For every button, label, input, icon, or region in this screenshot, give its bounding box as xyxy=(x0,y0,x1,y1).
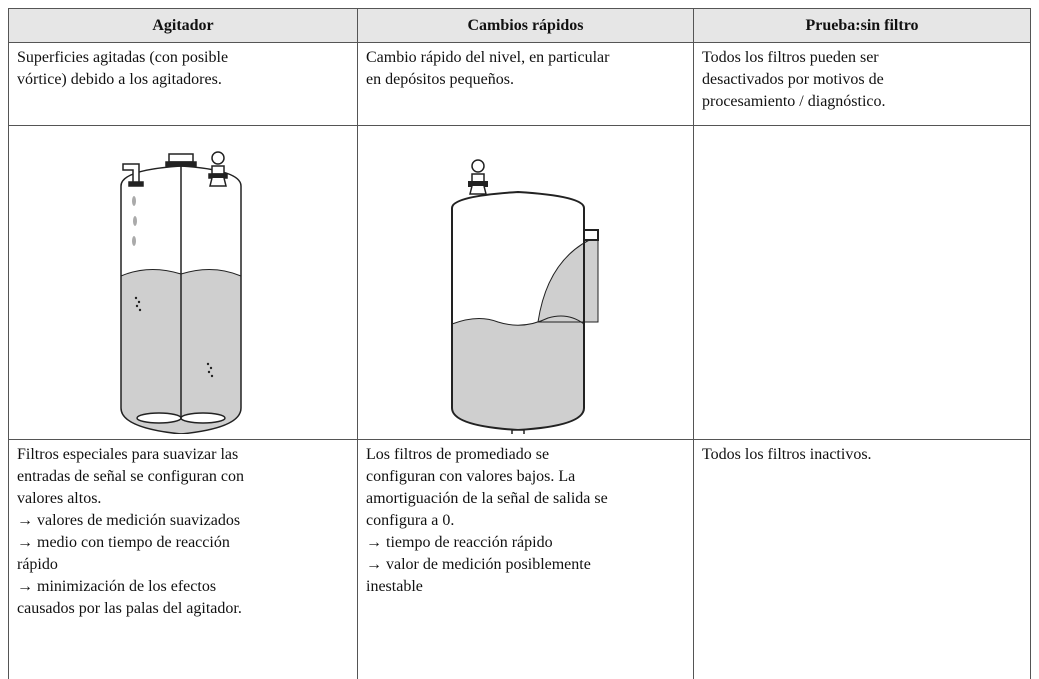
cell: Filtros especiales para suavizar las entr… xyxy=(8,439,358,679)
table: Agitador Cambios rápidos Prueba:sin filt… xyxy=(8,8,1031,679)
description-row: Superficies agitadas (con posible vórtice… xyxy=(8,42,1031,126)
result-row: Filtros especiales para suavizar las entr… xyxy=(8,439,1031,679)
text-line: → medio con tiempo de reacción xyxy=(17,534,230,551)
text-line: configura a 0. xyxy=(366,512,455,529)
text-line: vórtice) debido a los agitadores. xyxy=(17,71,222,88)
text-line: desactivados por motivos de xyxy=(702,71,884,88)
cell xyxy=(8,125,358,445)
text-line: Superficies agitadas (con posible xyxy=(17,49,229,66)
header-row: Agitador Cambios rápidos Prueba:sin filt… xyxy=(8,8,1031,43)
cell: Todos los filtros pueden ser desactivados… xyxy=(693,42,1031,126)
text-line: → valores de medición suavizados xyxy=(17,512,241,529)
text-line: Cambio rápido del nivel, en particular xyxy=(366,49,610,66)
text-line: Los filtros de promediado se xyxy=(366,446,550,463)
text-line: Todos los filtros pueden ser xyxy=(702,49,879,66)
fast-change-tank xyxy=(451,159,599,441)
text-line: inestable xyxy=(366,578,423,595)
cell: Superficies agitadas (con posible vórtice… xyxy=(8,42,358,126)
cell: Cambio rápido del nivel, en particular en… xyxy=(357,42,694,126)
text-line: → valor de medición posiblemente xyxy=(366,556,591,573)
agitator-tank xyxy=(120,151,242,445)
text-line: → tiempo de reacción rápido xyxy=(366,534,553,551)
text-line: Todos los filtros inactivos. xyxy=(702,446,872,463)
text-line: causados por las palas del agitador. xyxy=(17,600,242,617)
cell xyxy=(693,125,1031,440)
text-line: Filtros especiales para suavizar las xyxy=(17,446,239,463)
text-line: valores altos. xyxy=(17,490,102,507)
text-line: amortiguación de la señal de salida se xyxy=(366,490,608,507)
text-line: → minimización de los efectos xyxy=(17,578,217,595)
header-cell: Agitador xyxy=(8,8,358,43)
text-line: procesamiento / diagnóstico. xyxy=(702,93,886,110)
text-line: configuran con valores bajos. La xyxy=(366,468,576,485)
text-line: entradas de señal se configuran con xyxy=(17,468,245,485)
cell: Los filtros de promediado se configuran c… xyxy=(357,439,694,679)
text-line: rápido xyxy=(17,556,58,573)
header-cell: Prueba:sin filtro xyxy=(693,8,1031,43)
cell xyxy=(357,125,694,441)
cell: Todos los filtros inactivos. xyxy=(693,439,1031,679)
header-cell: Cambios rápidos xyxy=(357,8,694,43)
image-row xyxy=(8,125,1031,445)
text-line: en depósitos pequeños. xyxy=(366,71,514,88)
